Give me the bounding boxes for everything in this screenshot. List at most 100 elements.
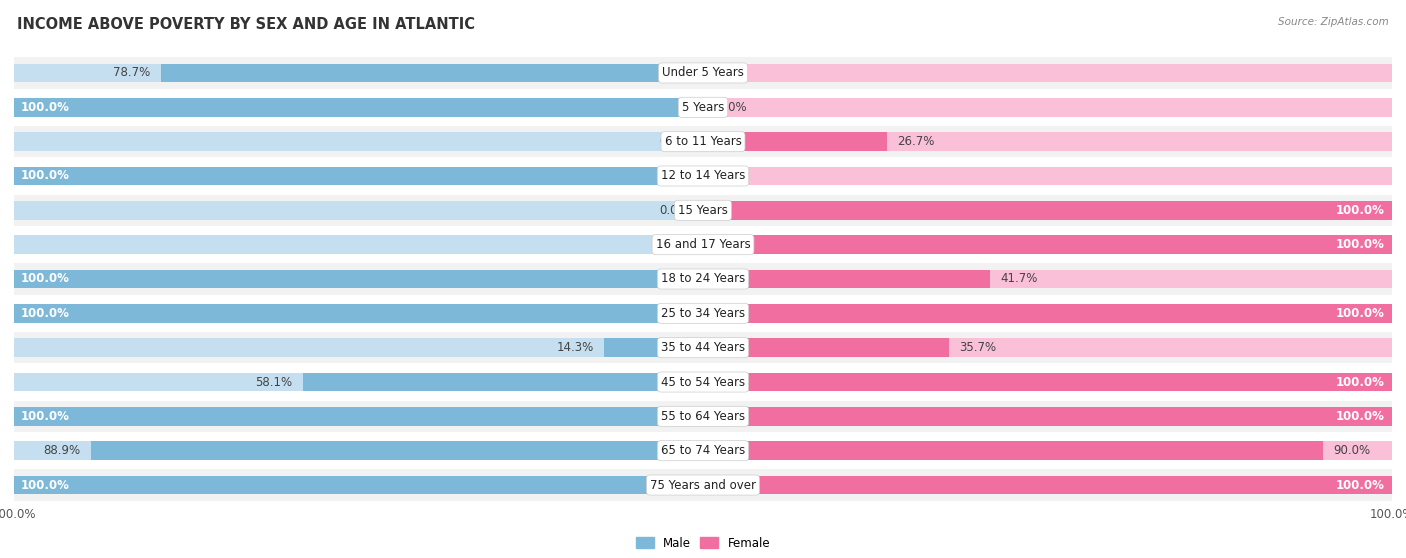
Bar [703, 338, 949, 357]
Bar [302, 373, 703, 392]
Text: 100.0%: 100.0% [1336, 410, 1385, 423]
Text: 65 to 74 Years: 65 to 74 Years [661, 444, 745, 457]
Text: 35 to 44 Years: 35 to 44 Years [661, 341, 745, 354]
Text: 100.0%: 100.0% [1336, 204, 1385, 217]
Text: 100.0%: 100.0% [1336, 238, 1385, 251]
Bar [14, 166, 703, 185]
Bar [14, 229, 1392, 261]
Text: INCOME ABOVE POVERTY BY SEX AND AGE IN ATLANTIC: INCOME ABOVE POVERTY BY SEX AND AGE IN A… [17, 17, 475, 32]
Bar [703, 373, 1392, 392]
Text: 41.7%: 41.7% [1001, 272, 1038, 286]
Bar [14, 270, 703, 288]
Bar [703, 304, 1392, 323]
Text: 100.0%: 100.0% [21, 101, 70, 114]
Bar [14, 304, 703, 323]
Text: 18 to 24 Years: 18 to 24 Years [661, 272, 745, 286]
Bar [703, 475, 1392, 494]
Text: 0.0%: 0.0% [717, 101, 747, 114]
Text: Source: ZipAtlas.com: Source: ZipAtlas.com [1278, 17, 1389, 27]
Bar [14, 441, 703, 460]
Text: 0.0%: 0.0% [659, 135, 689, 148]
Bar [14, 160, 1392, 192]
Text: 25 to 34 Years: 25 to 34 Years [661, 307, 745, 320]
Bar [14, 475, 703, 494]
Bar [14, 469, 1392, 501]
Text: 5 Years: 5 Years [682, 101, 724, 114]
Bar [703, 132, 887, 151]
Text: 90.0%: 90.0% [1333, 444, 1371, 457]
Bar [703, 235, 1392, 254]
Text: 100.0%: 100.0% [21, 479, 70, 492]
Bar [14, 407, 703, 426]
Bar [703, 338, 1392, 357]
Bar [14, 98, 703, 117]
Text: 15 Years: 15 Years [678, 204, 728, 217]
Text: 14.3%: 14.3% [557, 341, 595, 354]
Text: 100.0%: 100.0% [1336, 307, 1385, 320]
Text: 88.9%: 88.9% [44, 444, 80, 457]
Legend: Male, Female: Male, Female [631, 532, 775, 554]
Bar [14, 270, 703, 288]
Bar [14, 98, 703, 117]
Bar [14, 373, 703, 392]
Bar [14, 201, 703, 220]
Bar [703, 407, 1392, 426]
Bar [14, 126, 1392, 157]
Bar [703, 441, 1392, 460]
Bar [703, 201, 1392, 220]
Text: 58.1%: 58.1% [256, 376, 292, 388]
Text: 100.0%: 100.0% [21, 410, 70, 423]
Text: 35.7%: 35.7% [959, 341, 997, 354]
Bar [703, 64, 1392, 83]
Text: 100.0%: 100.0% [21, 170, 70, 182]
Bar [703, 132, 1392, 151]
Bar [14, 475, 703, 494]
Bar [605, 338, 703, 357]
Bar [14, 235, 703, 254]
Bar [703, 270, 1392, 288]
Bar [14, 297, 1392, 329]
Text: 55 to 64 Years: 55 to 64 Years [661, 410, 745, 423]
Text: 78.7%: 78.7% [114, 66, 150, 79]
Bar [160, 64, 703, 83]
Text: 0.0%: 0.0% [659, 204, 689, 217]
Text: 45 to 54 Years: 45 to 54 Years [661, 376, 745, 388]
Bar [703, 475, 1392, 494]
Bar [14, 435, 1392, 466]
Text: 12 to 14 Years: 12 to 14 Years [661, 170, 745, 182]
Bar [14, 195, 1392, 226]
Text: 0.0%: 0.0% [717, 66, 747, 79]
Bar [14, 407, 703, 426]
Bar [703, 304, 1392, 323]
Bar [14, 401, 1392, 432]
Text: Under 5 Years: Under 5 Years [662, 66, 744, 79]
Bar [703, 373, 1392, 392]
Bar [14, 366, 1392, 398]
Bar [703, 98, 1392, 117]
Text: 100.0%: 100.0% [1336, 376, 1385, 388]
Bar [14, 338, 703, 357]
Bar [703, 235, 1392, 254]
Bar [703, 270, 990, 288]
Text: 16 and 17 Years: 16 and 17 Years [655, 238, 751, 251]
Text: 26.7%: 26.7% [897, 135, 935, 148]
Text: 75 Years and over: 75 Years and over [650, 479, 756, 492]
Bar [14, 166, 703, 185]
Bar [14, 57, 1392, 89]
Text: 0.0%: 0.0% [659, 238, 689, 251]
Bar [14, 263, 1392, 295]
Bar [14, 332, 1392, 363]
Bar [14, 304, 703, 323]
Text: 100.0%: 100.0% [21, 272, 70, 286]
Text: 6 to 11 Years: 6 to 11 Years [665, 135, 741, 148]
Bar [14, 92, 1392, 123]
Bar [90, 441, 703, 460]
Text: 0.0%: 0.0% [717, 170, 747, 182]
Text: 100.0%: 100.0% [1336, 479, 1385, 492]
Bar [703, 441, 1323, 460]
Text: 100.0%: 100.0% [21, 307, 70, 320]
Bar [703, 407, 1392, 426]
Bar [14, 132, 703, 151]
Bar [703, 166, 1392, 185]
Bar [14, 64, 703, 83]
